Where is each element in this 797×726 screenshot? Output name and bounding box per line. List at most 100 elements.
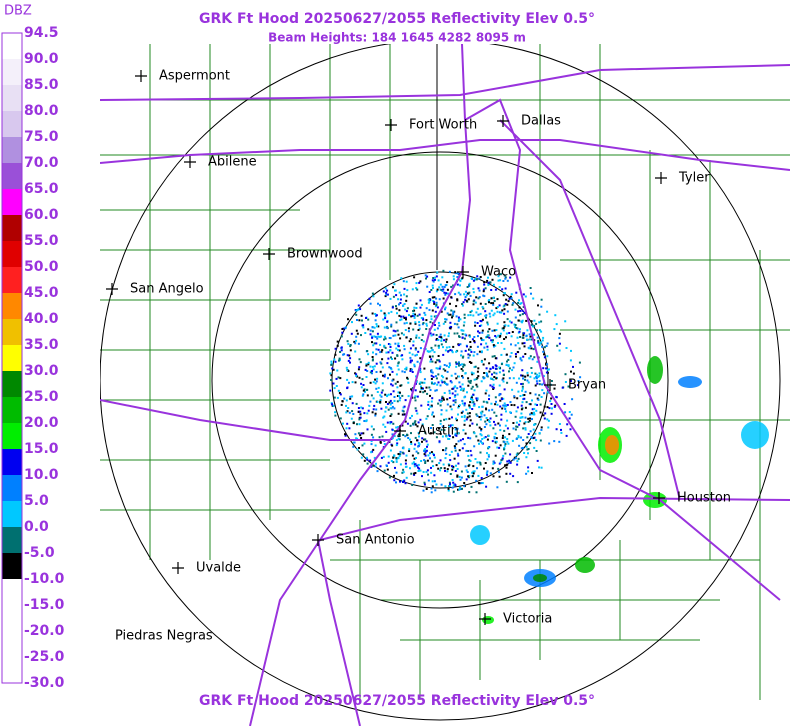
echo-pixel [501, 378, 504, 381]
echo-pixel [533, 413, 536, 416]
echo-pixel [472, 314, 475, 317]
echo-pixel [483, 295, 486, 298]
echo-pixel [549, 400, 552, 403]
echo-pixel [453, 395, 456, 398]
echo-pixel [474, 321, 477, 324]
legend-label: 15.0 [24, 441, 59, 457]
echo-pixel [531, 399, 533, 402]
echo-pixel [463, 337, 466, 340]
echo-pixel [456, 474, 459, 477]
echo-pixel [402, 434, 405, 436]
echo-pixel [397, 391, 400, 394]
echo-pixel [410, 472, 413, 475]
echo-pixel [450, 309, 453, 312]
echo-pixel [481, 350, 483, 353]
echo-pixel [396, 364, 399, 367]
echo-pixel [528, 357, 531, 360]
echo-pixel [397, 368, 400, 371]
echo-pixel [333, 358, 336, 361]
echo-pixel [452, 275, 455, 278]
echo-pixel [519, 309, 522, 312]
echo-pixel [476, 385, 479, 388]
echo-pixel [367, 409, 370, 412]
echo-pixel [480, 343, 483, 346]
echo-pixel [425, 470, 428, 473]
echo-pixel [335, 385, 338, 387]
echo-pixel [463, 293, 466, 296]
echo-pixel [485, 472, 488, 475]
echo-pixel [453, 332, 456, 335]
echo-pixel [355, 402, 358, 405]
echo-pixel [331, 403, 334, 406]
echo-pixel [414, 354, 417, 357]
echo-pixel [406, 289, 409, 292]
echo-pixel [371, 326, 374, 329]
echo-pixel [419, 390, 422, 393]
echo-pixel [382, 455, 385, 458]
echo-pixel [497, 471, 500, 474]
echo-pixel [406, 433, 408, 436]
echo-pixel [436, 359, 439, 362]
echo-pixel [409, 338, 412, 341]
echo-pixel [529, 413, 532, 416]
echo-pixel [550, 412, 553, 415]
echo-pixel [532, 348, 535, 351]
echo-pixel [563, 403, 566, 405]
echo-pixel [524, 378, 526, 381]
echo-pixel [435, 389, 438, 392]
echo-pixel [503, 325, 506, 328]
echo-pixel [467, 380, 470, 383]
echo-pixel [455, 419, 458, 422]
echo-pixel [479, 440, 482, 443]
echo-pixel [412, 310, 415, 312]
echo-pixel [423, 459, 426, 462]
echo-pixel [362, 384, 365, 386]
echo-pixel [380, 391, 383, 394]
echo-pixel [443, 339, 446, 342]
echo-pixel [494, 432, 497, 435]
echo-pixel [449, 473, 452, 475]
city-label: Brownwood [287, 247, 363, 262]
echo-pixel [457, 488, 459, 491]
echo-pixel [459, 343, 462, 346]
echo-pixel [503, 308, 506, 311]
echo-pixel [510, 321, 513, 324]
echo-pixel [395, 457, 398, 460]
echo-pixel [442, 353, 445, 356]
echo-pixel [372, 397, 375, 400]
storm-cell [678, 376, 702, 388]
echo-pixel [364, 390, 366, 393]
echo-pixel [409, 424, 412, 427]
echo-pixel [419, 347, 422, 350]
echo-pixel [509, 276, 512, 279]
echo-pixel [485, 408, 488, 411]
echo-pixel [445, 418, 448, 421]
echo-pixel [413, 481, 416, 484]
echo-pixel [540, 341, 543, 344]
echo-pixel [430, 358, 433, 361]
echo-pixel [539, 411, 542, 414]
echo-pixel [543, 405, 546, 408]
echo-pixel [455, 305, 458, 308]
echo-pixel [414, 389, 417, 392]
echo-pixel [433, 382, 436, 385]
echo-pixel [446, 312, 449, 315]
echo-pixel [534, 403, 537, 406]
echo-pixel [438, 399, 441, 402]
echo-pixel [496, 310, 499, 313]
echo-pixel [444, 293, 447, 296]
echo-pixel [418, 327, 421, 330]
echo-pixel [398, 454, 401, 457]
echo-pixel [517, 390, 520, 393]
echo-pixel [475, 378, 478, 381]
echo-pixel [492, 366, 495, 369]
echo-pixel [432, 452, 435, 455]
echo-pixel [519, 314, 522, 317]
city-label: Abilene [208, 155, 257, 170]
echo-pixel [402, 447, 405, 450]
echo-pixel [524, 353, 527, 355]
echo-pixel [416, 425, 419, 428]
echo-pixel [489, 384, 492, 387]
echo-pixel [462, 355, 465, 358]
echo-pixel [336, 344, 339, 347]
